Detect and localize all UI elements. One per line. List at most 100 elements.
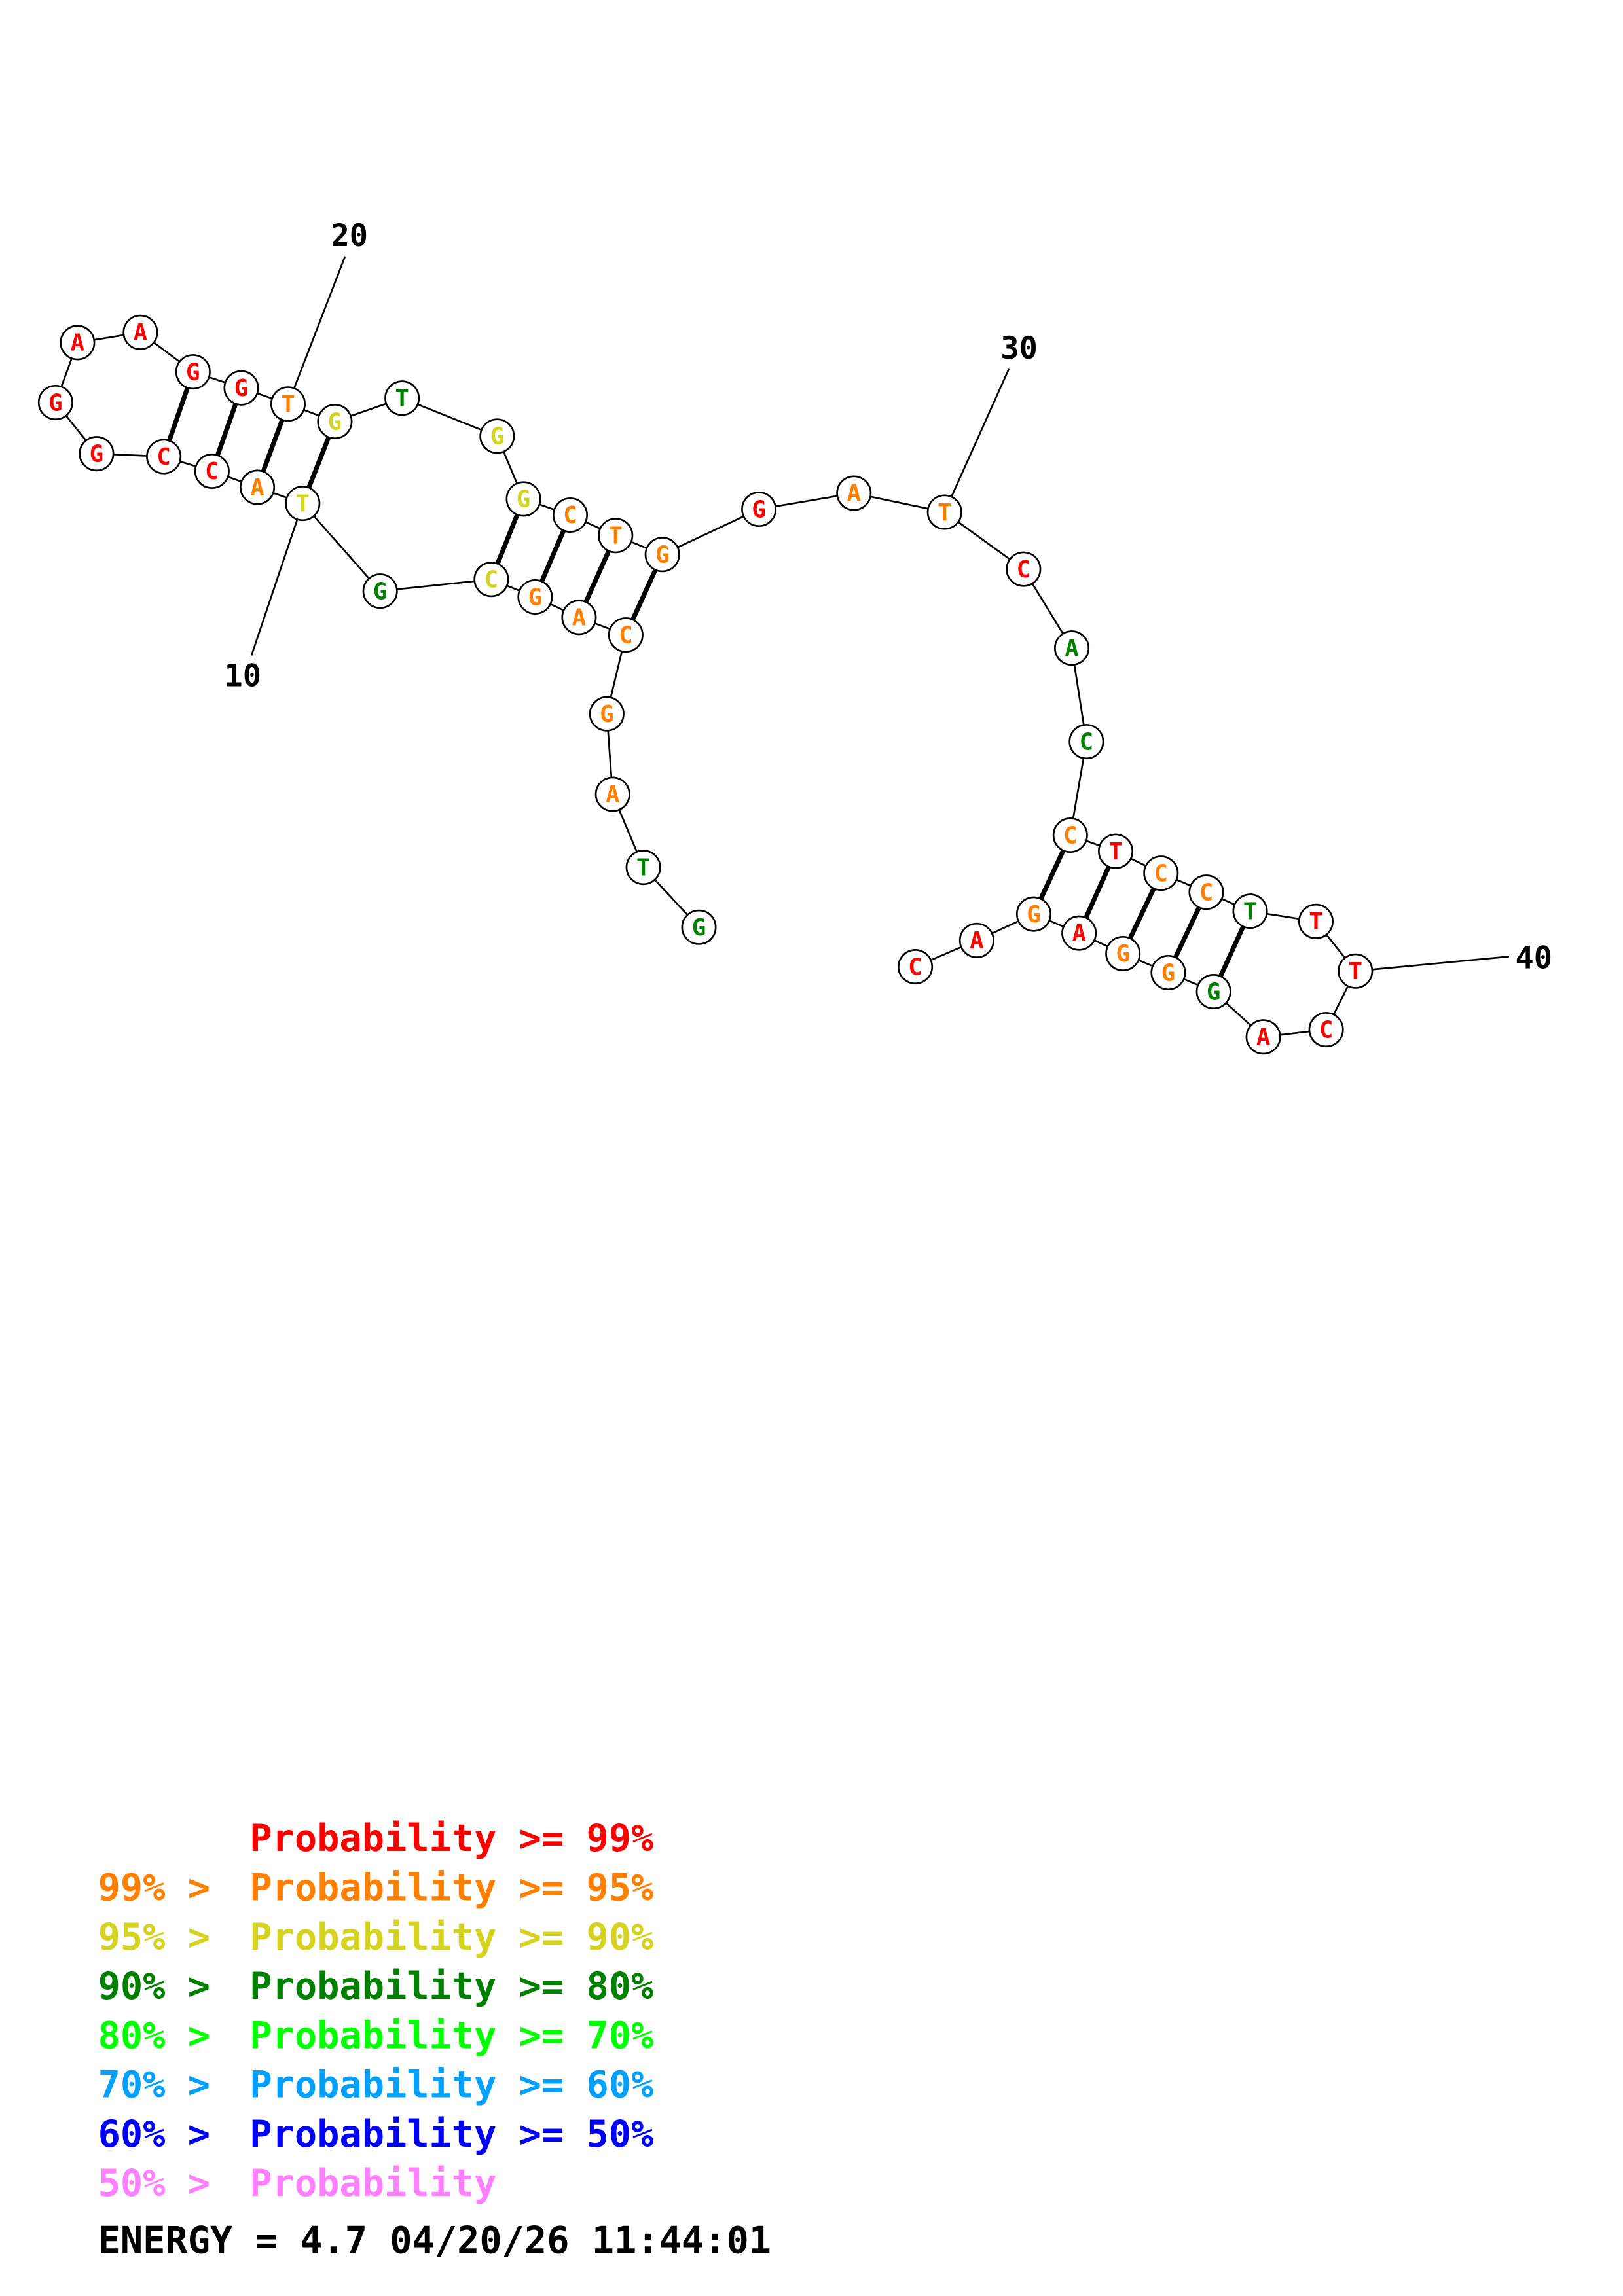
nucleotide-letter: G <box>1207 978 1221 1005</box>
nucleotide: G <box>681 909 717 945</box>
nucleotide-letter: G <box>48 389 63 416</box>
legend-text: Probability >= 99% <box>249 1817 653 1860</box>
nucleotide-circle <box>240 469 276 505</box>
nucleotide-circle <box>1188 874 1224 910</box>
nucleotide-letter: G <box>655 542 670 569</box>
nucleotide-letter: A <box>970 927 984 954</box>
nucleotide-letter: A <box>250 475 264 501</box>
nucleotide-letter: T <box>636 854 651 881</box>
nucleotide-circle <box>1054 630 1090 666</box>
nucleotide-circle <box>1338 953 1374 989</box>
nucleotide-circle <box>1308 1012 1344 1048</box>
legend-prefix: 99% > <box>98 1866 233 1909</box>
nucleotide-circle <box>1195 974 1231 1010</box>
nucleotide-circle <box>194 453 230 489</box>
nucleotide-circle <box>594 776 630 812</box>
nucleotide-letter: C <box>908 954 922 980</box>
nucleotide: C <box>194 453 230 489</box>
legend-text: Probability >= 70% <box>249 2014 653 2057</box>
nucleotide: G <box>1195 974 1231 1010</box>
nucleotide: T <box>1338 953 1374 989</box>
nucleotide: T <box>384 380 420 416</box>
nucleotide: G <box>479 418 515 454</box>
legend-prefix: 90% > <box>98 1965 233 2008</box>
tick-label: 10 <box>224 658 261 694</box>
nucleotide-letter: T <box>938 499 952 526</box>
legend-prefix: 80% > <box>98 2014 233 2057</box>
nucleotide-circle <box>473 562 509 598</box>
nucleotide-letter: G <box>752 496 766 523</box>
nucleotide: T <box>1298 903 1334 939</box>
nucleotide-circle <box>561 600 597 636</box>
nucleotide-letter: A <box>1065 635 1079 662</box>
nucleotide: G <box>505 481 541 517</box>
nucleotide-letter: A <box>606 781 620 808</box>
backbone-segment <box>380 578 492 592</box>
energy-line: ENERGY = 4.7 04/20/26 11:44:01 <box>98 2219 771 2262</box>
nucleotide-circle <box>958 922 994 958</box>
nucleotide-circle <box>362 573 398 609</box>
legend-line: 60% > Probability >= 50% <box>98 2113 654 2156</box>
nucleotide-circle <box>681 909 717 945</box>
legend-prefix: 70% > <box>98 2064 233 2107</box>
nucleotide-circle <box>223 370 259 406</box>
tick-line <box>250 503 304 656</box>
nucleotide-circle <box>836 475 872 511</box>
nucleotide: C <box>1068 724 1104 760</box>
nucleotide: A <box>1061 915 1097 951</box>
nucleotide: A <box>60 325 96 361</box>
nucleotide-circle <box>898 949 934 985</box>
nucleotide-circle <box>479 418 515 454</box>
nucleotide: T <box>926 494 962 530</box>
legend-prefix: 50% > <box>98 2162 233 2205</box>
tick-label: 30 <box>1000 331 1037 367</box>
probability-legend: Probability >= 99% 99% > Probability >= 9… <box>98 1817 771 2262</box>
tick-label: 40 <box>1516 940 1552 976</box>
nucleotide: C <box>1188 874 1224 910</box>
nucleotide: G <box>37 384 73 421</box>
nucleotide-letter: G <box>234 375 249 402</box>
nucleotide-letter: C <box>1080 728 1094 755</box>
tick-label: 20 <box>331 218 368 254</box>
nucleotide-circle <box>1052 817 1088 853</box>
nucleotide-circle <box>384 380 420 416</box>
nucleotide-circle <box>644 537 680 573</box>
nucleotide: G <box>1105 935 1141 971</box>
nucleotide-letter: T <box>1108 838 1123 865</box>
legend-text: Probability >= 60% <box>249 2064 653 2107</box>
nucleotide: C <box>1143 855 1179 891</box>
position-ticks: 10 20 30 40 <box>224 218 1552 976</box>
nucleotide-circle <box>1298 903 1334 939</box>
nucleotide: T <box>598 518 634 554</box>
nucleotide-circle <box>37 384 73 421</box>
nucleotide: A <box>122 314 158 350</box>
nucleotide: G <box>317 404 353 440</box>
nucleotide: C <box>1308 1012 1344 1048</box>
nucleotide: G <box>175 354 211 390</box>
nucleotide: G <box>517 579 553 615</box>
nucleotide-circle <box>926 494 962 530</box>
legend-text: Probability >= 80% <box>249 1965 653 2008</box>
nucleotide-letter: C <box>1017 556 1031 583</box>
nucleotide-letter: A <box>134 319 148 346</box>
nucleotide-letter: G <box>328 408 342 435</box>
nucleotide-circle <box>285 486 321 522</box>
nucleotide-letter: T <box>1349 958 1363 985</box>
nucleotide-circle <box>552 497 589 533</box>
nucleotide-circle <box>608 617 644 653</box>
nucleotide-letter: C <box>156 444 171 471</box>
nucleotide: G <box>1150 954 1186 991</box>
legend-line: 70% > Probability >= 60% <box>98 2064 654 2107</box>
nucleotide: T <box>1098 833 1134 869</box>
nucleotide-letter: G <box>1027 901 1041 928</box>
legend-text: Probability <box>249 2162 496 2205</box>
nucleotide-letter: C <box>1199 879 1214 906</box>
nucleotide: A <box>594 776 630 812</box>
nucleotide-circle <box>505 481 541 517</box>
nucleotide-letter: C <box>1063 822 1078 849</box>
nucleotide-letter: C <box>1319 1016 1334 1043</box>
nucleotide-letter: C <box>205 458 219 485</box>
nucleotide: C <box>146 439 182 475</box>
